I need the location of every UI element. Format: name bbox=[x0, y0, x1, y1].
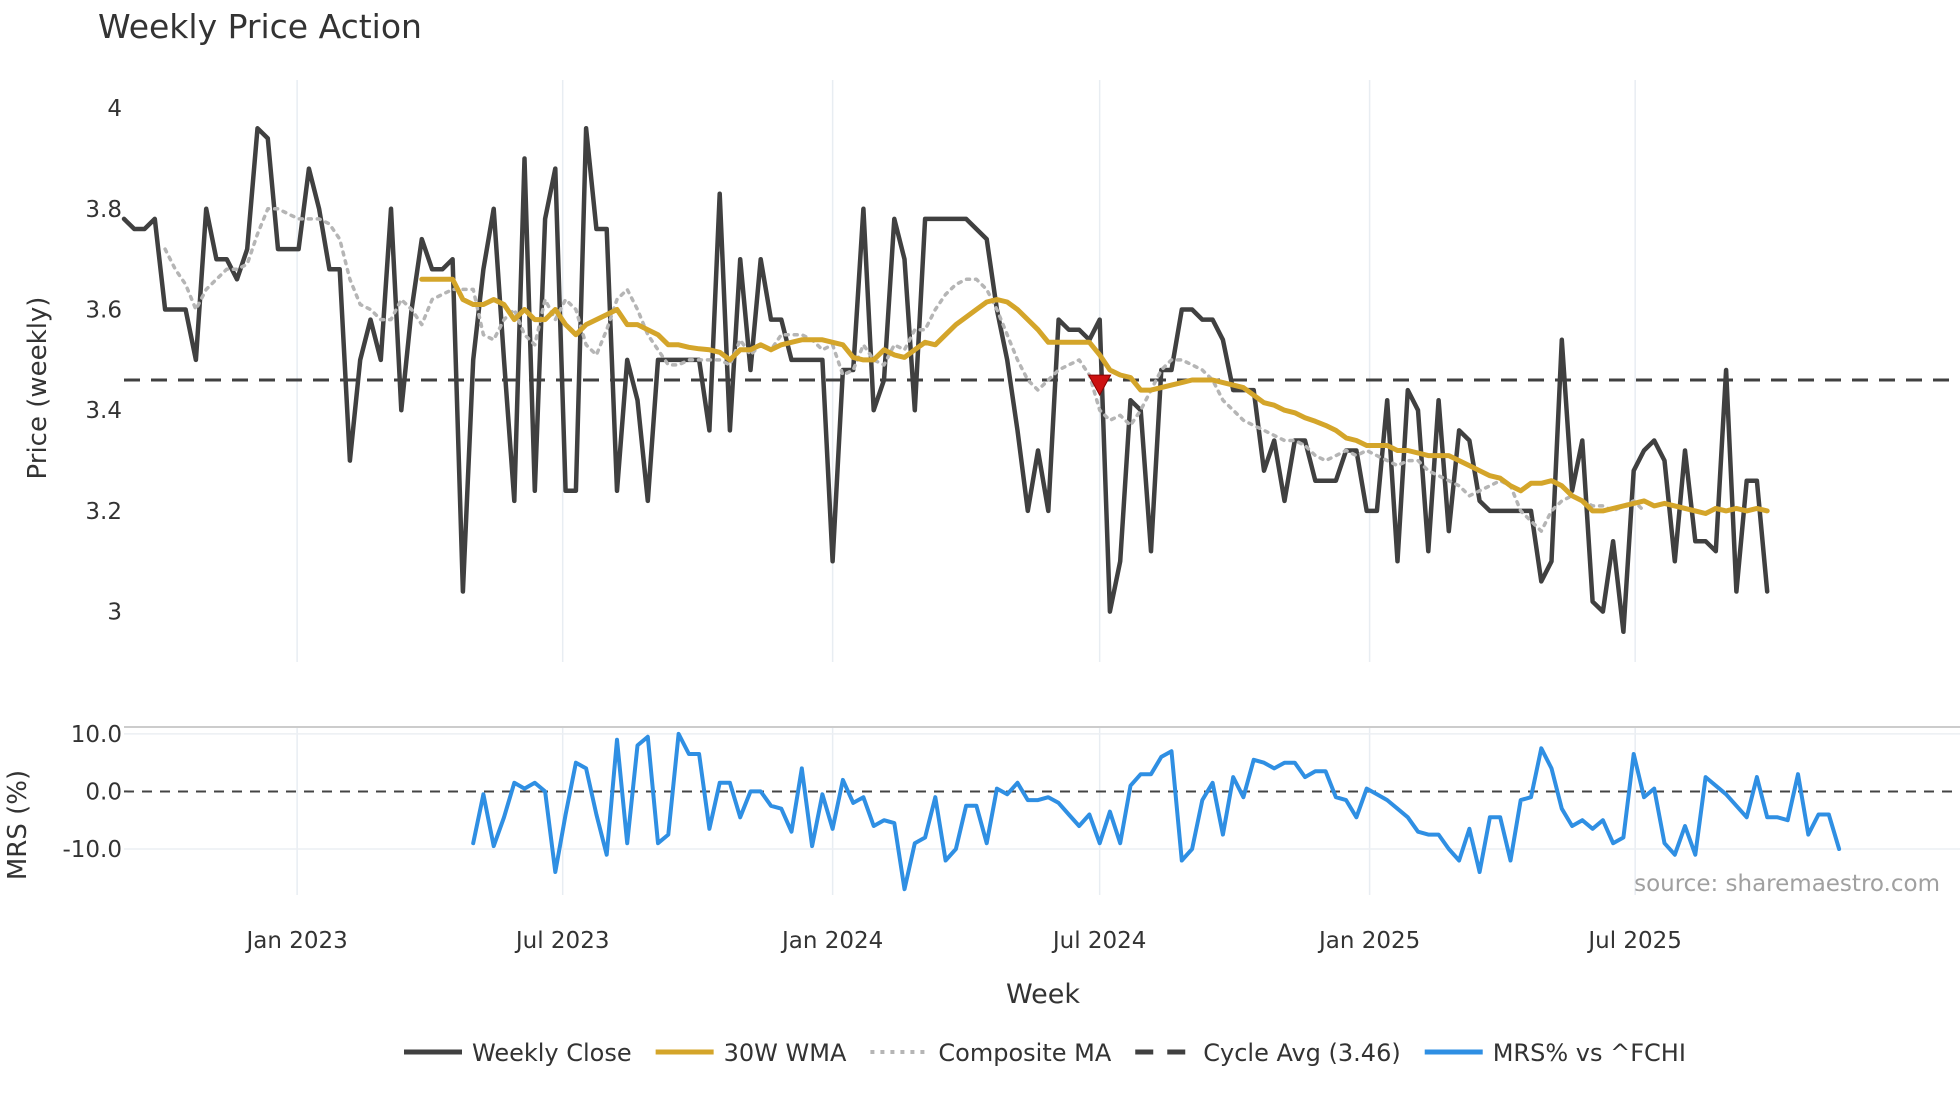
x-tick-label: Jan 2025 bbox=[1317, 928, 1420, 954]
series-line-weekly-close bbox=[121, 126, 1770, 635]
x-tick-label: Jan 2024 bbox=[780, 928, 883, 954]
bottom-series-layer bbox=[124, 731, 1960, 892]
top-y-tick-label: 3.8 bbox=[85, 197, 122, 223]
bottom-y-tick-label: 10.0 bbox=[71, 722, 122, 748]
x-tick-labels: Jan 2023 Jul 2023 Jan 2024 Jul 2024 Jan 2025… bbox=[244, 928, 1681, 954]
legend-label-2: Composite MA bbox=[938, 1039, 1111, 1067]
legend-label-0: Weekly Close bbox=[472, 1039, 632, 1067]
legend: Weekly Close 30W WMA Composite MA Cycle Avg… bbox=[404, 1039, 1686, 1067]
x-tick-label: Jan 2023 bbox=[244, 928, 347, 954]
bottom-y-tick-label: 0.0 bbox=[85, 779, 122, 805]
series-line-mrs bbox=[471, 731, 1842, 892]
bottom-y-ticks: 10.0 0.0 -10.0 bbox=[62, 722, 122, 863]
top-y-tick-label: 3.6 bbox=[85, 298, 122, 324]
x-tick-label: Jul 2025 bbox=[1586, 928, 1682, 954]
watermark: source: sharemaestro.com bbox=[1634, 871, 1940, 897]
x-tick-label: Jul 2023 bbox=[514, 928, 610, 954]
legend-label-4: MRS% vs ^FCHI bbox=[1493, 1039, 1686, 1067]
top-y-ticks: 3 3.2 3.4 3.6 3.8 4 bbox=[85, 96, 122, 626]
bottom-grid bbox=[124, 728, 1960, 895]
bottom-y-axis-label: MRS (%) bbox=[3, 770, 33, 880]
legend-label-3: Cycle Avg (3.46) bbox=[1203, 1039, 1400, 1067]
signal-marker bbox=[1087, 374, 1112, 397]
top-y-tick-label: 3.2 bbox=[85, 499, 122, 525]
top-y-tick-label: 4 bbox=[107, 96, 122, 122]
series-line-composite-ma bbox=[163, 207, 1646, 533]
bottom-y-tick-label: -10.0 bbox=[62, 837, 122, 863]
chart-title: Weekly Price Action bbox=[98, 7, 422, 46]
x-tick-label: Jul 2024 bbox=[1051, 928, 1147, 954]
top-series-layer bbox=[121, 126, 1960, 635]
series-line-30w-wma bbox=[419, 276, 1770, 516]
legend-label-1: 30W WMA bbox=[724, 1039, 847, 1067]
x-axis-label: Week bbox=[1006, 979, 1080, 1010]
top-y-tick-label: 3.4 bbox=[85, 398, 122, 424]
top-y-axis-label: Price (weekly) bbox=[23, 297, 53, 480]
top-y-tick-label: 3 bbox=[107, 600, 122, 626]
